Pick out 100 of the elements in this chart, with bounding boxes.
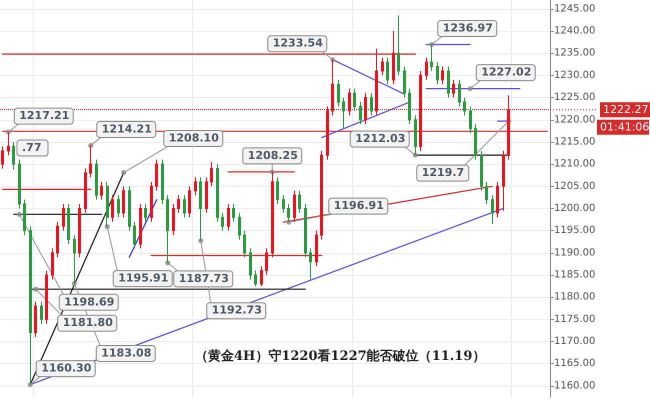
candlestick [469, 106, 472, 134]
y-tick-label: 1175.00 [554, 314, 596, 325]
candlestick [408, 88, 411, 125]
data-label: 1183.08 [101, 346, 152, 360]
candlestick [282, 194, 285, 214]
candlestick [205, 176, 208, 214]
candlestick [34, 301, 37, 338]
candlestick [447, 66, 450, 98]
y-tick-label: 1245.00 [554, 3, 596, 14]
candlestick [386, 57, 389, 85]
candlestick [298, 190, 301, 214]
data-label: 1233.54 [272, 36, 324, 50]
y-tick-label: 1230.00 [554, 70, 596, 81]
candlestick [117, 194, 120, 218]
candlestick [161, 159, 164, 205]
candlestick [150, 181, 153, 222]
y-tick-label: 1170.00 [554, 336, 596, 348]
candlestick [216, 164, 219, 222]
candlestick [23, 199, 26, 236]
candlestick [425, 57, 428, 80]
candlestick [62, 204, 65, 232]
candlestick [403, 66, 406, 98]
candlestick [177, 194, 180, 214]
candlestick [227, 204, 230, 232]
candlestick [458, 79, 461, 107]
candlestick [419, 70, 422, 152]
data-label: 1192.73 [212, 304, 262, 317]
candlestick [221, 212, 224, 232]
candlestick [265, 248, 268, 276]
candlestick [128, 186, 131, 232]
data-label: 1181.80 [62, 316, 114, 330]
candlestick [496, 181, 499, 218]
candlestick [78, 204, 81, 258]
candlestick [364, 92, 367, 125]
y-tick-label: 1165.00 [554, 358, 596, 370]
candlestick [18, 159, 21, 209]
candlestick [293, 190, 296, 222]
point [16, 212, 22, 217]
candlestick [502, 150, 505, 212]
candlestick [480, 150, 483, 192]
candlestick [370, 92, 373, 116]
candlestick [84, 168, 87, 214]
point [468, 86, 473, 92]
candlestick [326, 106, 329, 160]
data-label: 1187.73 [178, 272, 229, 285]
data-label: 1212.03 [355, 132, 406, 146]
candlestick [474, 124, 477, 160]
candlestick [375, 48, 378, 116]
y-tick-label: 1185.00 [554, 270, 596, 281]
candlestick [238, 212, 241, 240]
candlestick [194, 176, 197, 196]
candlestick [67, 204, 70, 244]
candlestick [45, 270, 48, 324]
point [33, 286, 38, 292]
candlestick [491, 194, 494, 225]
candlestick [249, 248, 252, 280]
data-label: 1227.02 [481, 66, 532, 79]
candlestick [463, 97, 466, 116]
candlestick [122, 186, 125, 218]
data-label: 1236.97 [442, 21, 493, 34]
candlestick [51, 248, 54, 280]
data-label: 1208.25 [248, 148, 298, 162]
candlestick [232, 204, 235, 222]
y-tick-label: 1160.00 [554, 380, 596, 392]
candlestick [392, 30, 395, 85]
text: 01:41:06 [600, 120, 650, 134]
y-tick-label: 1180.00 [554, 292, 596, 303]
candlestick [337, 79, 340, 107]
text: （黄金4H）守1220看1227能否破位（11.19） [195, 348, 486, 364]
data-label: 1217.21 [19, 109, 70, 122]
point [121, 170, 126, 176]
data-label: 1198.69 [64, 295, 114, 308]
candlestick [210, 161, 213, 187]
candlestick [485, 181, 488, 205]
candlestick [452, 79, 455, 98]
candlestick [276, 176, 279, 205]
candlestick [359, 102, 362, 125]
candlestick [315, 230, 318, 267]
y-tick-label: 1220.00 [554, 114, 596, 126]
candlestick [243, 230, 246, 258]
y-tick-label: 1200.00 [554, 202, 596, 214]
candlestick [304, 204, 307, 258]
candlestick [139, 204, 142, 249]
candlestick [260, 266, 263, 287]
candlestick [342, 97, 345, 130]
candlestick [1, 146, 4, 170]
annotation: .77 [22, 141, 42, 154]
candlestick [320, 150, 323, 240]
y-tick-label: 1195.00 [554, 225, 596, 236]
data-label: 1219.7 [422, 166, 464, 180]
candlestick [111, 194, 114, 222]
data-label: 1160.30 [41, 362, 92, 375]
candlestick [254, 270, 257, 287]
y-tick-label: 1190.00 [554, 247, 596, 258]
candlestick [155, 159, 158, 192]
candlestick [172, 204, 175, 236]
candlestick [100, 181, 103, 200]
data-label: 1208.10 [168, 132, 220, 145]
candlestick [133, 221, 136, 249]
candlestick [397, 15, 400, 76]
